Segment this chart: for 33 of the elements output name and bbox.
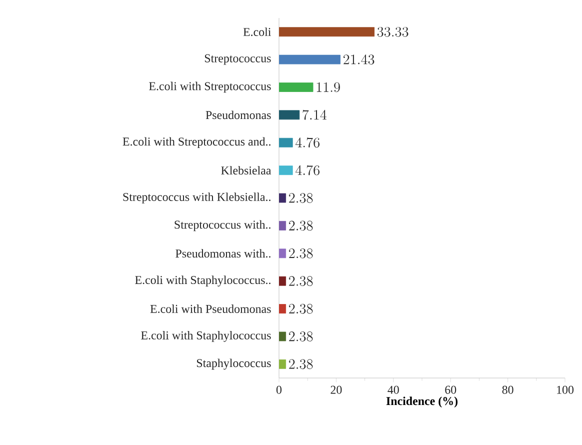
y-tick-label: Staphylococcus (196, 358, 271, 370)
y-tick-label: Pseudomonas (206, 110, 271, 120)
x-tick-label: 100 (557, 386, 574, 394)
y-tick-label: Streptococcus with Klebsiella.. (123, 192, 270, 204)
y-tick-label: Streptococcus with.. (174, 220, 270, 232)
y-tick-label: Streptococcus (204, 54, 271, 65)
data-label: 2.38 (289, 220, 313, 231)
data-label: 2.38 (289, 304, 313, 314)
data-label: 2.38 (289, 248, 313, 258)
y-tick-label: E.coli (243, 28, 272, 36)
x-tick-label: 60 (445, 386, 456, 394)
data-label: 7. 14 (302, 110, 327, 120)
y-tick-label: E.coli with Pseudomonas (150, 304, 271, 314)
data-label: 2.38 (289, 359, 313, 370)
x-tick-label: 0 (276, 386, 282, 394)
x-tick-label: 80 (502, 386, 514, 394)
x-axis-title: Incidence (%) (386, 396, 458, 408)
data-label: 4.76 (296, 138, 320, 148)
data-label: 4.76 (296, 165, 320, 176)
x-tick-label: 20 (330, 386, 342, 394)
y-tick-label: E.coli with Streptococcus (149, 82, 271, 93)
data-label: 2.38 (289, 332, 313, 342)
y-tick-label: E.coli with Streptococcus and.. (122, 137, 270, 148)
data-label: 33.33 (377, 26, 408, 37)
y-tick-label: Pseudomonas with.. (176, 249, 270, 258)
y-tick-label: E.coli with Staphylococcus (141, 331, 271, 342)
data-label: 11 .9 (316, 82, 340, 92)
x-tick-label: 40 (388, 386, 399, 394)
data-label: 2.38 (289, 276, 313, 286)
data-label: 21 .43 (344, 54, 374, 64)
y-tick-label: Klebsielaa (221, 166, 272, 175)
y-tick-label: E.coli with Staphylococcus.. (135, 276, 270, 287)
data-label: 2.38 (289, 193, 313, 203)
